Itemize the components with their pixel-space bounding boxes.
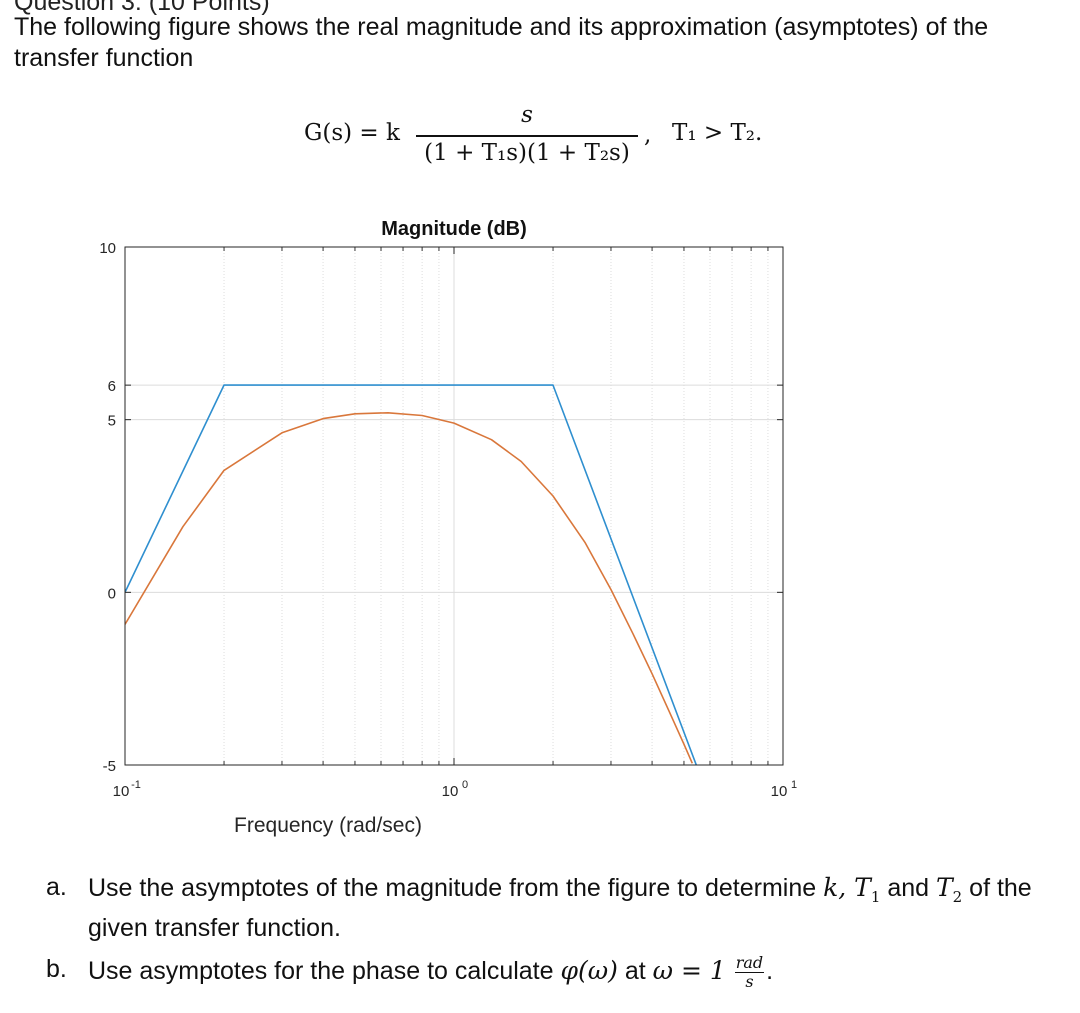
formula-condition: T₁ > T₂. bbox=[672, 120, 763, 146]
question-intro: The following figure shows the real magn… bbox=[14, 13, 989, 72]
question-list: a. Use the asymptotes of the magnitude f… bbox=[46, 872, 1066, 1001]
question-b-math-phi: φ(ω) bbox=[560, 956, 618, 986]
x-tick-label-exponent: 1 bbox=[791, 779, 797, 791]
y-tick-label: -5 bbox=[103, 758, 116, 775]
question-b-text: Use asymptotes for the phase to calculat… bbox=[88, 957, 561, 986]
x-tick-label: 10 bbox=[771, 783, 788, 800]
x-tick-label-exponent: -1 bbox=[131, 779, 141, 791]
formula-comma: , bbox=[644, 122, 652, 148]
question-b-at: at bbox=[617, 957, 653, 986]
chart-title: Magnitude (dB) bbox=[381, 218, 527, 240]
x-tick-label: 10 bbox=[113, 783, 130, 800]
y-tick-label: 10 bbox=[99, 240, 116, 257]
y-tick-label: 6 bbox=[108, 378, 116, 395]
question-a-text: Use the asymptotes of the magnitude from… bbox=[88, 874, 824, 902]
question-a-math-t2: T2 bbox=[935, 873, 963, 906]
formula-lhs: G(s) = k bbox=[304, 120, 400, 146]
series-line-0 bbox=[125, 384, 698, 765]
series-line-1 bbox=[125, 412, 694, 764]
transfer-function-formula: G(s) = k s (1 + T₁s)(1 + T₂s) , T₁ > T₂. bbox=[304, 100, 784, 180]
question-b-label: b. bbox=[46, 955, 67, 983]
question-b-math-omega: ω = 1 bbox=[652, 956, 726, 986]
question-a-math-k-t1: k, T1 bbox=[823, 873, 881, 906]
question-b-text-after: . bbox=[766, 957, 774, 986]
question-header-cutoff: Question 3: (10 Points) bbox=[14, 0, 270, 16]
question-b: b. Use asymptotes for the phase to calcu… bbox=[46, 954, 1066, 991]
question-b-fraction: rad s bbox=[734, 953, 765, 991]
x-tick-label: 10 bbox=[442, 783, 459, 800]
fraction-bar bbox=[416, 135, 638, 137]
question-a-text-after: of the given transfer function. bbox=[88, 874, 1032, 942]
y-tick-label: 5 bbox=[108, 413, 116, 430]
question-a: a. Use the asymptotes of the magnitude f… bbox=[46, 872, 1066, 944]
question-a-label: a. bbox=[46, 873, 67, 901]
formula-numerator: s bbox=[521, 102, 533, 128]
question-a-and: and bbox=[880, 874, 936, 902]
y-tick-label: 0 bbox=[108, 585, 116, 602]
x-tick-label-exponent: 0 bbox=[462, 779, 468, 791]
x-axis-label: Frequency (rad/sec) bbox=[234, 814, 422, 837]
formula-denominator: (1 + T₁s)(1 + T₂s) bbox=[424, 140, 630, 166]
